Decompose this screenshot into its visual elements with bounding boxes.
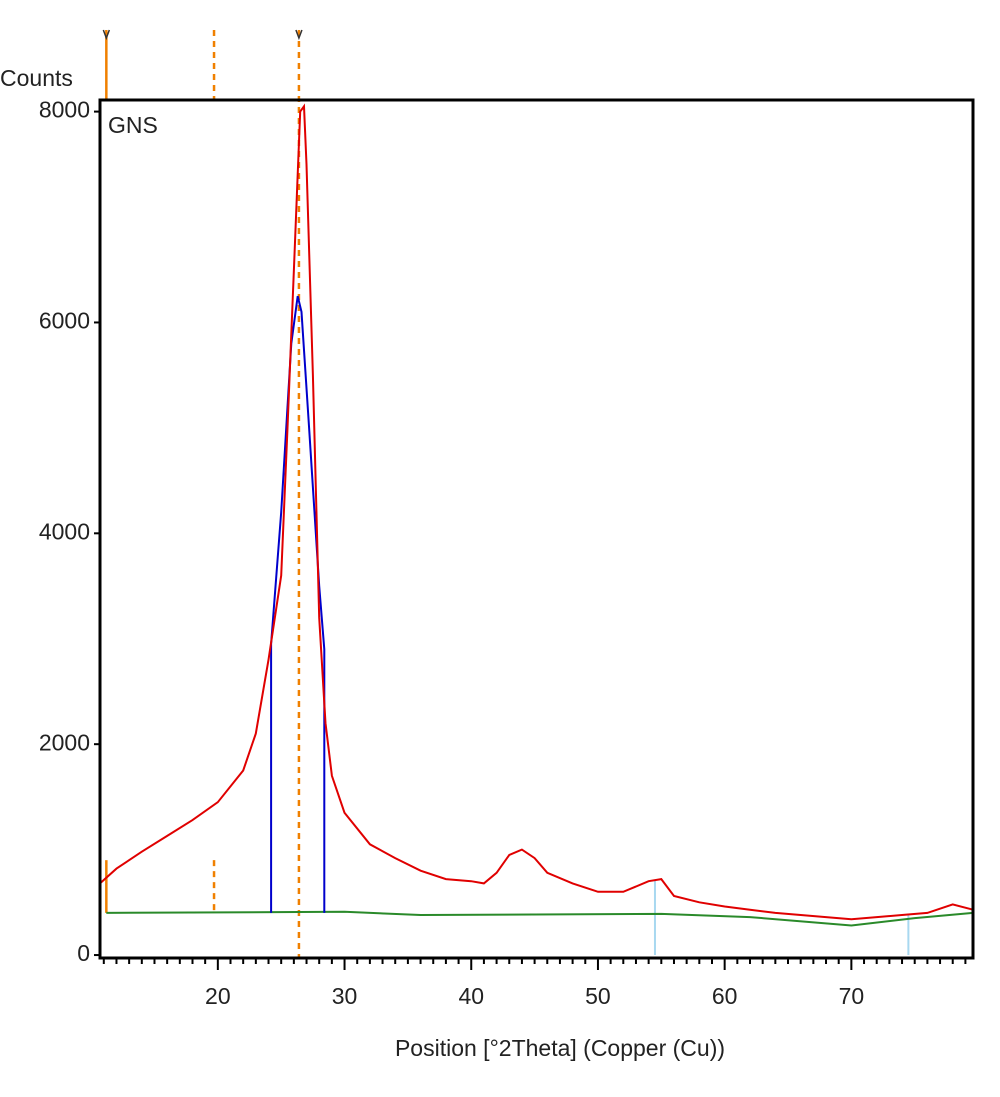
y-tick-label: 4000 — [39, 518, 90, 544]
x-tick-label: 60 — [712, 983, 738, 1009]
annotation: GNS — [108, 112, 158, 138]
series-line — [106, 910, 974, 927]
x-tick-label: 70 — [839, 983, 865, 1009]
series-line — [99, 103, 974, 921]
x-axis-label: Position [°2Theta] (Copper (Cu)) — [395, 1035, 725, 1061]
plot-frame — [98, 98, 975, 960]
y-tick-label: 0 — [77, 940, 90, 966]
x-tick-label: 30 — [332, 983, 358, 1009]
x-tick-label: 50 — [585, 983, 611, 1009]
series-line — [270, 295, 326, 913]
reference-marker — [102, 29, 111, 41]
y-tick-label: 8000 — [39, 97, 90, 123]
y-tick-label: 2000 — [39, 729, 90, 755]
x-tick-label: 40 — [458, 983, 484, 1009]
y-axis-label: Counts — [0, 65, 73, 91]
reference-marker — [295, 29, 303, 41]
x-tick-label: 20 — [205, 983, 231, 1009]
y-tick-label: 6000 — [39, 308, 90, 334]
